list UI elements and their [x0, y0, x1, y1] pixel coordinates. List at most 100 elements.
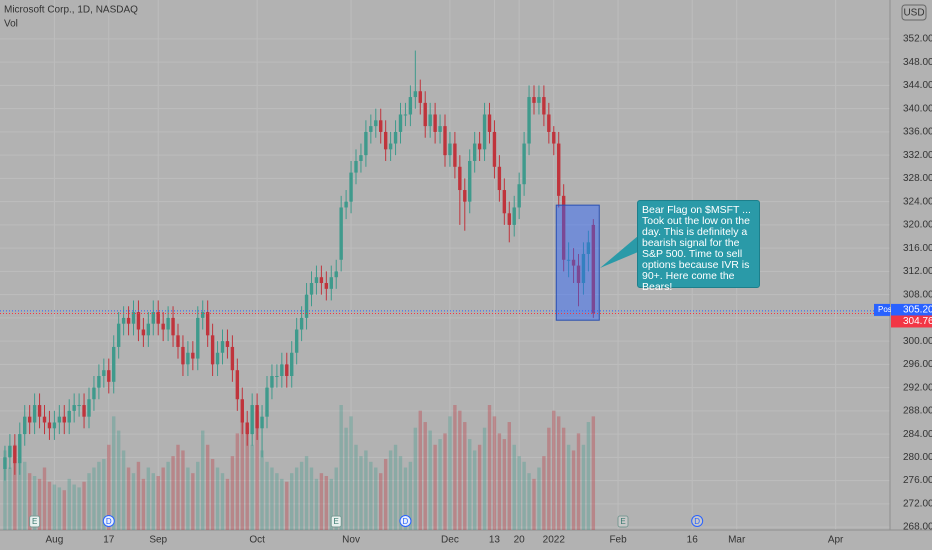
candle-body [487, 114, 492, 132]
candle-body [527, 97, 531, 144]
candle-body [176, 335, 180, 347]
volume-bar [477, 444, 482, 530]
x-tick-label: Sep [149, 535, 167, 546]
candle-body [62, 416, 66, 423]
y-tick-label: 292.00 [903, 382, 932, 393]
volume-bar [433, 444, 437, 530]
candle-body [102, 370, 106, 376]
volume-bar [448, 416, 452, 530]
candle-body [23, 416, 27, 435]
candle-body [443, 126, 447, 156]
x-tick-label: Mar [728, 535, 746, 546]
volume-bar [107, 444, 111, 530]
volume-bar [552, 410, 556, 530]
volume-bar [324, 476, 329, 530]
volume-bar [354, 444, 358, 530]
candle-body [438, 126, 442, 132]
dividend-marker [399, 515, 412, 527]
volume-bar [492, 416, 497, 530]
post-label-box [874, 303, 890, 316]
candle-body [52, 422, 57, 429]
volume-bar [72, 484, 76, 530]
candle-body [339, 207, 343, 260]
volume-bar [472, 450, 477, 530]
dividend-marker [691, 515, 704, 527]
volume-bar [359, 456, 363, 530]
candle-body [270, 375, 274, 388]
candle-body [215, 352, 220, 365]
candle-body [369, 126, 373, 132]
volume-bar [161, 467, 165, 530]
candle-body [522, 143, 526, 185]
candle-body [324, 283, 329, 289]
candle-body [32, 405, 37, 423]
candle-body [87, 399, 91, 417]
volume-bar [314, 478, 319, 530]
volume-bar [428, 430, 432, 530]
volume-bar [82, 481, 86, 530]
y-tick-label: 352.00 [903, 34, 932, 45]
volume-bar [334, 467, 338, 530]
volume-bar [116, 430, 121, 530]
candle-body [309, 283, 314, 295]
currency-box[interactable] [901, 4, 927, 21]
volume-bar [512, 444, 516, 530]
post-label: Post [878, 305, 895, 314]
earnings-marker [29, 515, 41, 528]
candle-body [379, 120, 383, 132]
currency[interactable]: USD [903, 8, 924, 19]
candle-body [398, 114, 403, 132]
y-tick-label: 324.00 [903, 196, 932, 207]
volume-bar [126, 467, 131, 530]
annotation: Bear Flag on $MSFT ... Took out the low … [637, 200, 760, 293]
volume-bar [201, 430, 205, 530]
volume-bar [176, 444, 180, 530]
candle-body [304, 294, 309, 318]
candle-body [260, 416, 264, 429]
volume-bar [468, 439, 472, 530]
volume-bar [191, 473, 195, 530]
candle-body [27, 416, 32, 423]
volume-bar [92, 467, 96, 530]
volume-bar [23, 461, 27, 530]
volume-bar [542, 456, 546, 530]
volume-bar [260, 450, 264, 530]
candle-body [47, 422, 52, 429]
volume-bar [527, 473, 531, 530]
candle-body [191, 352, 195, 359]
volume-bar [245, 427, 249, 530]
candle-body [3, 457, 7, 469]
y-tick-label: 288.00 [903, 406, 932, 417]
volume-bar [131, 473, 136, 530]
volume-bar [156, 476, 160, 530]
volume-bar [522, 461, 526, 530]
y-tick-label: 276.00 [903, 475, 932, 486]
candle-body [547, 114, 551, 132]
volume-bar [151, 473, 155, 530]
volume-bar [240, 422, 244, 530]
volume-bar [186, 467, 190, 530]
candle-body [314, 277, 319, 284]
candle-body [542, 97, 546, 115]
x-tick-label: 16 [687, 535, 699, 546]
candle-body [537, 97, 541, 103]
candle-body [532, 97, 536, 103]
volume-bar [3, 450, 7, 530]
candle-body [576, 265, 581, 284]
volume-bar [255, 410, 259, 530]
candle-body [136, 312, 141, 330]
volume-bar [403, 467, 408, 530]
volume-bar [443, 433, 447, 530]
volume-bar [250, 444, 254, 530]
candle-body [13, 445, 17, 464]
candle-body [344, 201, 348, 208]
volume-bar [299, 461, 304, 530]
volume-label: Vol [4, 19, 18, 30]
volume-bar [379, 473, 383, 530]
volume-bar [37, 478, 42, 530]
volume-bar [166, 461, 170, 530]
candle-body [285, 364, 289, 376]
volume-bar [423, 422, 427, 530]
candle-body [230, 346, 235, 371]
event-label: E [334, 517, 339, 526]
